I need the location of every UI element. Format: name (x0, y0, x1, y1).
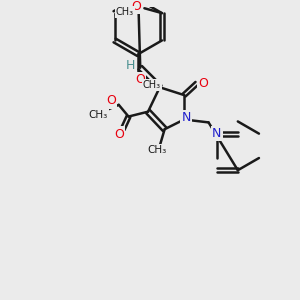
Text: O: O (132, 0, 141, 13)
Text: H: H (126, 59, 135, 72)
Text: CH₃: CH₃ (147, 145, 167, 155)
Text: O: O (114, 128, 124, 141)
Text: O: O (136, 73, 145, 86)
Text: O: O (198, 77, 208, 90)
Text: O: O (114, 128, 124, 141)
Text: O: O (106, 94, 116, 107)
Text: O: O (106, 94, 116, 107)
Text: O: O (135, 73, 145, 86)
Text: H: H (126, 59, 135, 72)
Text: CH₃: CH₃ (89, 110, 108, 120)
Text: CH₃: CH₃ (89, 110, 108, 120)
Text: CH₃: CH₃ (143, 80, 161, 90)
Text: CH₃: CH₃ (116, 7, 134, 17)
Text: O: O (132, 0, 142, 13)
Text: CH₃: CH₃ (147, 145, 167, 155)
Text: N: N (213, 126, 222, 139)
Text: CH₃: CH₃ (116, 7, 134, 17)
Text: N: N (182, 111, 191, 124)
Text: N: N (212, 127, 221, 140)
Text: N: N (182, 111, 191, 124)
Text: O: O (198, 77, 208, 90)
Text: CH₃: CH₃ (143, 80, 161, 90)
